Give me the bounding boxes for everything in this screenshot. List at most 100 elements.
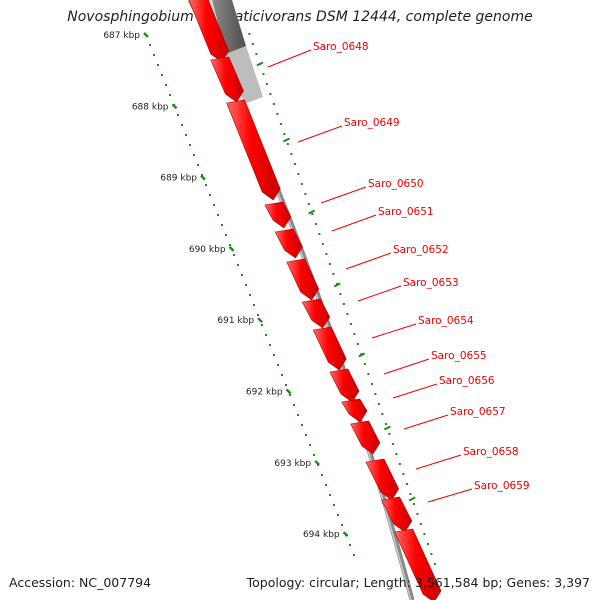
gene-label[interactable]: Saro_0656 bbox=[439, 375, 495, 387]
outer-track-dot bbox=[265, 83, 268, 85]
outer-track-tick bbox=[308, 209, 316, 215]
minor-tick bbox=[329, 494, 331, 496]
outer-track-dot bbox=[269, 93, 272, 95]
genome-summary-text: Topology: circular; Length: 3,561,584 bp… bbox=[246, 575, 590, 590]
gene-label[interactable]: Saro_0651 bbox=[378, 206, 434, 218]
gene-arrow[interactable] bbox=[226, 99, 281, 201]
minor-tick bbox=[333, 504, 335, 506]
outer-track-dot bbox=[262, 73, 265, 75]
gene-label[interactable]: Saro_0655 bbox=[431, 350, 487, 362]
gene-label-leader bbox=[427, 488, 473, 503]
outer-track-dot bbox=[388, 433, 391, 435]
gene-arrow[interactable] bbox=[301, 298, 331, 329]
outer-track-dot bbox=[419, 523, 422, 525]
gene-label[interactable]: Saro_0659 bbox=[474, 480, 530, 492]
gene-arrow[interactable] bbox=[341, 398, 368, 423]
gene-label-leader bbox=[320, 186, 367, 204]
accession-text: Accession: NC_007794 bbox=[9, 575, 152, 590]
gene-arrow[interactable] bbox=[274, 228, 303, 259]
gene-label-leader bbox=[267, 49, 312, 68]
gene-label[interactable]: Saro_0652 bbox=[393, 244, 449, 256]
gene-label-leader bbox=[383, 358, 430, 375]
minor-tick bbox=[261, 324, 263, 326]
scale-tick-label: 688 kbp bbox=[132, 102, 169, 112]
gene-arrow[interactable] bbox=[365, 458, 400, 501]
gene-label[interactable]: Saro_0648 bbox=[313, 41, 369, 53]
minor-tick bbox=[245, 284, 247, 286]
gene-arrow[interactable] bbox=[188, 0, 230, 63]
outer-track-dot bbox=[293, 163, 296, 165]
minor-tick bbox=[153, 54, 155, 56]
grey-feature-light bbox=[226, 46, 263, 104]
gene-label-leader bbox=[403, 414, 449, 430]
outer-track-dot bbox=[346, 313, 349, 315]
map-title: Novosphingobium aromaticivorans DSM 1244… bbox=[67, 9, 533, 25]
outer-track-dot bbox=[307, 203, 310, 205]
gene-label[interactable]: Saro_0650 bbox=[368, 178, 424, 190]
scale-tick bbox=[314, 459, 320, 466]
gene-arrow[interactable] bbox=[312, 326, 347, 371]
outer-track-dot bbox=[384, 423, 387, 425]
minor-tick bbox=[301, 424, 303, 426]
minor-tick bbox=[249, 294, 251, 296]
gene-label-leader bbox=[345, 252, 392, 270]
outer-track-dot bbox=[339, 293, 342, 295]
gene-label-leader bbox=[297, 125, 343, 143]
minor-tick bbox=[281, 374, 283, 376]
gene-label[interactable]: Saro_0653 bbox=[403, 277, 459, 289]
outer-track-tick bbox=[383, 425, 391, 431]
gene-arrow[interactable] bbox=[329, 368, 360, 403]
minor-tick bbox=[233, 254, 235, 256]
minor-tick bbox=[205, 184, 207, 186]
outer-track-dot bbox=[283, 133, 286, 135]
minor-tick bbox=[177, 114, 179, 116]
scale-tick-label: 689 kbp bbox=[160, 174, 197, 184]
outer-track-dot bbox=[325, 253, 328, 255]
minor-tick bbox=[265, 334, 267, 336]
gene-arrow[interactable] bbox=[286, 258, 320, 301]
gene-label[interactable]: Saro_0649 bbox=[344, 117, 400, 129]
outer-track-dot bbox=[342, 303, 345, 305]
outer-track-dot bbox=[391, 443, 394, 445]
minor-tick bbox=[229, 244, 231, 246]
minor-tick bbox=[341, 524, 343, 526]
outer-track-dot bbox=[370, 383, 373, 385]
gene-track bbox=[188, 0, 442, 600]
gene-label-leader bbox=[357, 285, 402, 302]
outer-track-dot bbox=[423, 533, 426, 535]
scale-tick-label: 687 kbp bbox=[103, 31, 140, 41]
genome-backbone-inner bbox=[188, 0, 412, 600]
outer-track-dot bbox=[332, 273, 335, 275]
gene-arrow[interactable] bbox=[350, 420, 381, 455]
gene-label[interactable]: Saro_0658 bbox=[463, 446, 519, 458]
minor-tick bbox=[185, 134, 187, 136]
outer-track-dot bbox=[353, 333, 356, 335]
outer-track-dot bbox=[255, 53, 258, 55]
outer-track-dot bbox=[297, 173, 300, 175]
outer-track-dot bbox=[398, 463, 401, 465]
outer-track-dot bbox=[304, 193, 307, 195]
gene-label-leader bbox=[415, 454, 462, 470]
scale-tick-label: 693 kbp bbox=[274, 459, 311, 469]
gene-arrow[interactable] bbox=[381, 496, 413, 533]
outer-track-dot bbox=[300, 183, 303, 185]
minor-tick bbox=[217, 214, 219, 216]
gene-label[interactable]: Saro_0657 bbox=[450, 406, 506, 418]
scale-tick bbox=[285, 388, 292, 395]
minor-tick bbox=[241, 274, 243, 276]
outer-track-dot bbox=[328, 263, 331, 265]
outer-track-dot bbox=[251, 43, 254, 45]
outer-track-dot bbox=[363, 363, 366, 365]
gene-arrow[interactable] bbox=[394, 528, 442, 600]
gene-arrow[interactable] bbox=[210, 56, 244, 103]
gene-label[interactable]: Saro_0654 bbox=[418, 315, 474, 327]
outer-track-tick bbox=[333, 282, 341, 288]
minor-tick bbox=[313, 454, 315, 456]
outer-track-dot bbox=[430, 553, 433, 555]
outer-track-dot bbox=[335, 283, 338, 285]
minor-tick bbox=[161, 74, 163, 76]
minor-tick bbox=[309, 444, 311, 446]
gene-arrow[interactable] bbox=[264, 201, 292, 229]
outer-track-dot bbox=[349, 323, 352, 325]
